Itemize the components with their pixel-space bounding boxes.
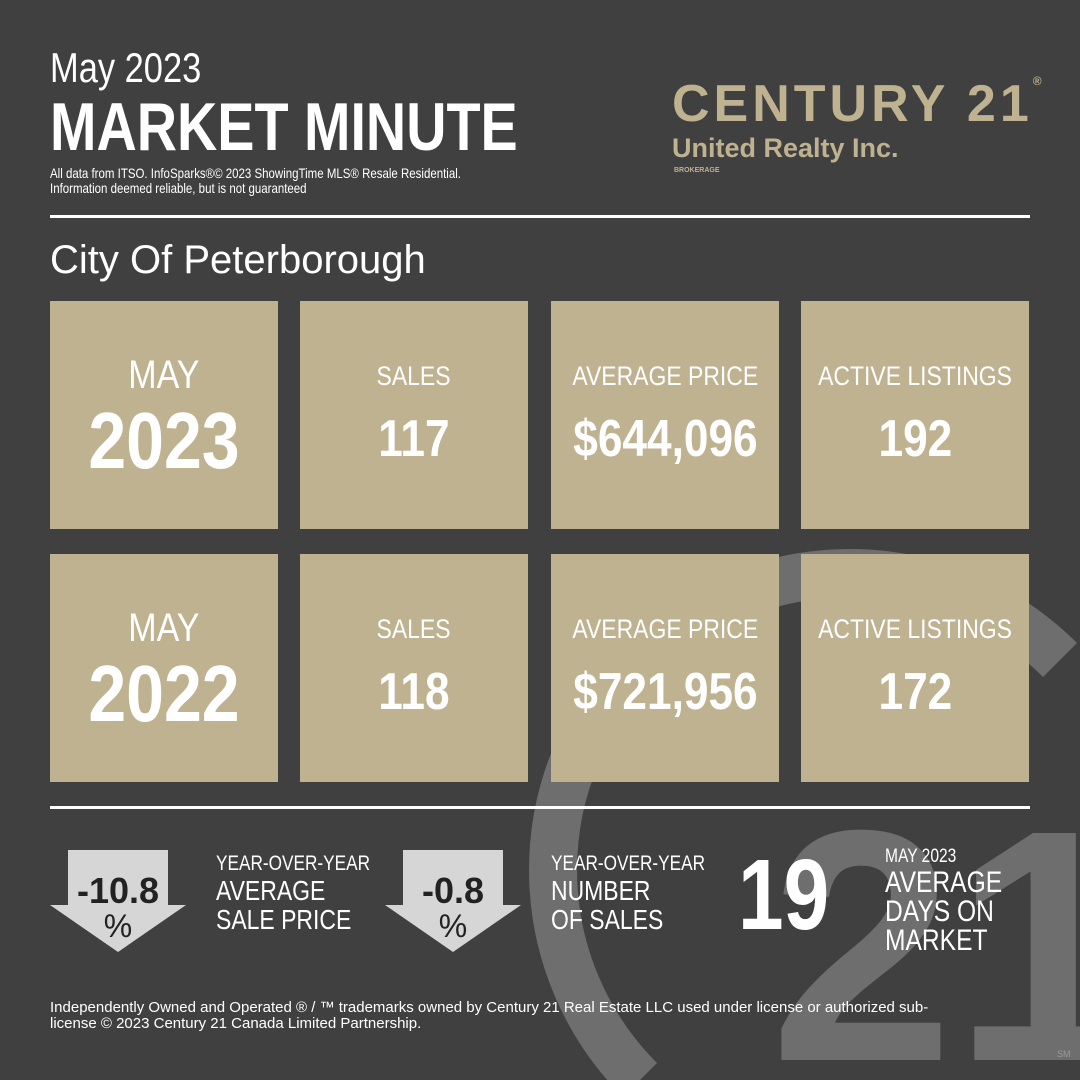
days-label-text: MAY 2023 xyxy=(885,846,957,867)
days-label-line: MAY 2023 xyxy=(885,846,1028,868)
change-label-line: SALE PRICE xyxy=(216,905,404,934)
source-line: All data from ITSO. InfoSparks®© 2023 Sh… xyxy=(50,165,461,181)
period-tile: MAY 2022 xyxy=(50,554,278,782)
service-mark: SM xyxy=(1057,1049,1071,1059)
title-text: MARKET MINUTE xyxy=(50,89,518,165)
footer-line: Independently Owned and Operated ® / ™ t… xyxy=(50,999,929,1016)
stat-label-text: SALES xyxy=(376,361,452,391)
footer: Independently Owned and Operated ® / ™ t… xyxy=(50,1000,928,1032)
stat-tile: ACTIVE LISTINGS 192 xyxy=(801,301,1029,529)
source: All data from ITSO. InfoSparks®© 2023 Sh… xyxy=(50,166,551,196)
arrow-polygon xyxy=(385,850,521,952)
logo-mark: ® xyxy=(1032,74,1046,88)
stat-label: ACTIVE LISTINGS xyxy=(801,361,1029,392)
divider xyxy=(50,806,1030,809)
stat-value-text: 117 xyxy=(378,410,450,468)
period-month-text: MAY xyxy=(128,353,200,397)
days-label-line: AVERAGE xyxy=(885,866,1028,899)
stat-value-text: $721,956 xyxy=(572,663,758,721)
change-unit: % xyxy=(438,908,468,944)
stat-label: ACTIVE LISTINGS xyxy=(801,614,1029,645)
arrow-shape xyxy=(50,850,186,952)
change-label-line: AVERAGE xyxy=(216,876,404,905)
change-label-line: YEAR-OVER-YEAR xyxy=(551,852,739,876)
change-label-text: YEAR-OVER-YEAR xyxy=(216,852,371,875)
stat-value: 118 xyxy=(300,662,528,722)
source-line: Information deemed reliable, but is not … xyxy=(50,180,307,196)
change-label-line: YEAR-OVER-YEAR xyxy=(216,852,404,876)
change-label-text: NUMBER xyxy=(551,875,651,906)
change-label: YEAR-OVER-YEAR NUMBER OF SALES xyxy=(551,852,739,934)
period-month: MAY xyxy=(50,353,278,398)
change-value: -0.8 xyxy=(421,870,485,911)
title: MARKET MINUTE xyxy=(50,88,620,166)
watermark-text: 21 xyxy=(770,761,1080,1080)
period-month-text: MAY xyxy=(128,606,200,650)
stat-value: $721,956 xyxy=(551,662,779,722)
arrow-shape xyxy=(385,850,521,952)
days-label-line: DAYS ON xyxy=(885,895,1028,928)
stat-tile: ACTIVE LISTINGS 172 xyxy=(801,554,1029,782)
stat-value: $644,096 xyxy=(551,409,779,469)
change-arrow: -0.8% xyxy=(385,850,521,952)
stat-label-text: AVERAGE PRICE xyxy=(572,614,758,644)
date: May 2023 xyxy=(50,44,234,92)
days-label-text: DAYS ON xyxy=(885,895,994,928)
stat-tile: SALES 118 xyxy=(300,554,528,782)
change-label-line: OF SALES xyxy=(551,905,739,934)
change-unit: % xyxy=(103,908,133,944)
stat-value: 192 xyxy=(801,409,1029,469)
location: City Of Peterborough xyxy=(50,238,426,282)
stat-label-text: ACTIVE LISTINGS xyxy=(818,361,1012,391)
change-label-text: AVERAGE xyxy=(216,875,326,906)
stat-tile: AVERAGE PRICE $721,956 xyxy=(551,554,779,782)
days-label: MAY 2023 AVERAGE DAYS ON MARKET xyxy=(885,846,1028,957)
stat-label: AVERAGE PRICE xyxy=(551,361,779,392)
stat-label: AVERAGE PRICE xyxy=(551,614,779,645)
logo-brand: CENTURY 21® xyxy=(672,74,1046,134)
period-tile: MAY 2023 xyxy=(50,301,278,529)
logo-tag: BROKERAGE xyxy=(674,167,720,174)
stat-value-text: 172 xyxy=(878,663,952,721)
stat-tile: AVERAGE PRICE $644,096 xyxy=(551,301,779,529)
stat-label: SALES xyxy=(300,614,528,645)
stat-label-text: ACTIVE LISTINGS xyxy=(818,614,1012,644)
stat-value-text: $644,096 xyxy=(572,410,758,468)
period-month: MAY xyxy=(50,606,278,651)
days-value: 19 xyxy=(738,838,849,953)
change-label-line: NUMBER xyxy=(551,876,739,905)
period-year: 2022 xyxy=(50,648,278,740)
stat-value-text: 118 xyxy=(378,663,450,721)
days-label-line: MARKET xyxy=(885,924,1028,957)
logo-brand-text: CENTURY 21 xyxy=(672,75,1033,133)
period-year-text: 2023 xyxy=(88,396,240,485)
stat-value: 117 xyxy=(300,409,528,469)
change-label: YEAR-OVER-YEAR AVERAGE SALE PRICE xyxy=(216,852,404,934)
change-label-text: YEAR-OVER-YEAR xyxy=(551,852,706,875)
period-year: 2023 xyxy=(50,395,278,487)
change-arrow: -10.8% xyxy=(50,850,186,952)
days-label-text: MARKET xyxy=(885,924,988,957)
footer-line: license © 2023 Century 21 Canada Limited… xyxy=(50,1015,422,1032)
arrow-polygon xyxy=(50,850,186,952)
stat-label-text: AVERAGE PRICE xyxy=(572,361,758,391)
stat-label: SALES xyxy=(300,361,528,392)
change-label-text: SALE PRICE xyxy=(216,904,352,935)
period-year-text: 2022 xyxy=(88,649,240,738)
stat-tile: SALES 117 xyxy=(300,301,528,529)
divider xyxy=(50,215,1030,218)
stat-label-text: SALES xyxy=(376,614,452,644)
stat-value-text: 192 xyxy=(878,410,952,468)
date-text: May 2023 xyxy=(50,44,202,91)
days-label-text: AVERAGE xyxy=(885,866,1003,899)
change-label-text: OF SALES xyxy=(551,904,664,935)
change-value: -10.8 xyxy=(76,870,160,911)
stat-value: 172 xyxy=(801,662,1029,722)
days-value-text: 19 xyxy=(738,839,830,951)
logo-office: United Realty Inc. xyxy=(672,133,899,163)
